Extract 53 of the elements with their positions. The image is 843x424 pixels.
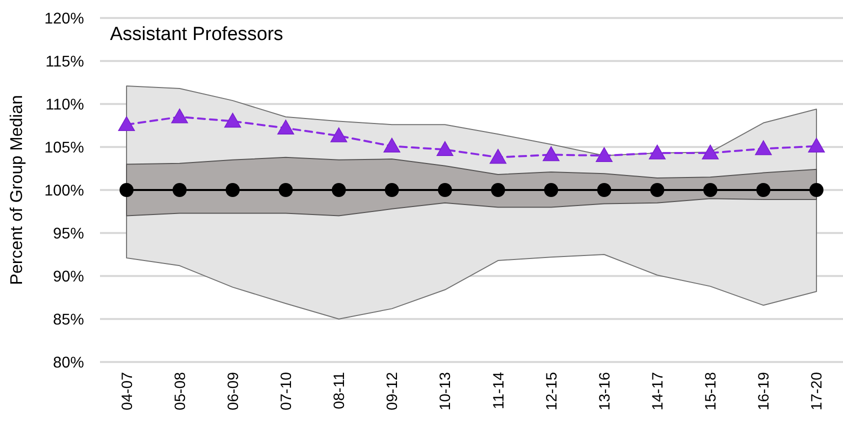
x-tick-label: 07-10 [278, 372, 295, 410]
y-tick-label: 105% [44, 139, 84, 156]
point [808, 138, 825, 153]
x-tick-label: 04-07 [118, 372, 136, 410]
point [332, 183, 346, 197]
y-axis-title: Percent of Group Median [7, 95, 26, 285]
y-tick-label: 120% [44, 10, 84, 28]
y-tick-label: 85% [52, 311, 84, 328]
point [490, 148, 506, 164]
x-tick-label: 08-11 [331, 372, 348, 410]
point [650, 183, 664, 197]
point [597, 183, 612, 197]
y-tick-label: 110% [46, 96, 84, 114]
x-tick-label: 15-18 [702, 372, 720, 410]
y-tick-label: 95% [52, 225, 84, 242]
point [172, 183, 187, 197]
y-tick-label: 115% [46, 53, 84, 70]
x-tick-label: 09-12 [384, 372, 402, 410]
y-tick-label: 90% [52, 268, 84, 286]
point [171, 108, 188, 124]
point [703, 183, 718, 197]
point [754, 140, 772, 156]
point [120, 183, 134, 197]
point [277, 120, 294, 134]
x-tick-label: 12-15 [543, 372, 560, 410]
point [224, 112, 242, 128]
x-tick-label: 17-20 [808, 372, 826, 410]
x-tick-label: 13-16 [596, 372, 614, 410]
y-tick-label: 100% [44, 182, 84, 200]
x-tick-label: 14-17 [650, 372, 666, 410]
x-tick-label: 11-14 [490, 372, 508, 410]
x-tick-label: 16-19 [756, 372, 773, 410]
y-tick-label: 80% [52, 354, 84, 372]
point [648, 144, 666, 160]
point [226, 183, 240, 197]
point [544, 183, 558, 197]
point [436, 141, 454, 156]
x-tick-label: 05-08 [172, 372, 189, 410]
point [383, 138, 400, 153]
point [809, 183, 824, 197]
point [278, 183, 293, 197]
point [491, 183, 506, 197]
chart-title: Assistant Professors [110, 24, 284, 45]
point [384, 183, 399, 197]
point [438, 183, 452, 197]
point [330, 127, 348, 142]
point [118, 116, 135, 132]
x-tick-label: 10-13 [437, 372, 454, 410]
point [702, 144, 719, 160]
x-tick-label: 06-09 [224, 372, 242, 410]
point [542, 146, 560, 162]
point [596, 147, 613, 162]
point [756, 183, 770, 197]
